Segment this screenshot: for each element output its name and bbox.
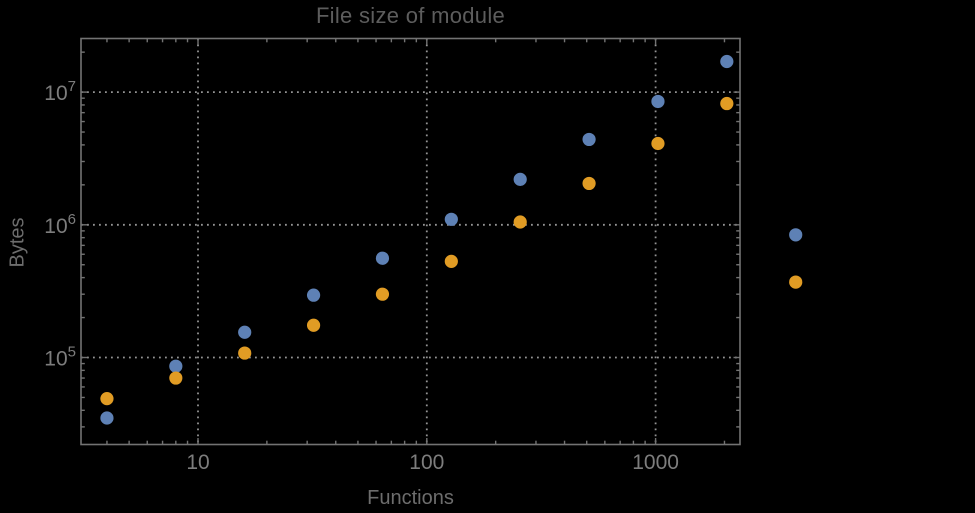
data-point-series-2-orange [513,215,527,229]
data-point-series-1-blue [444,212,458,226]
chart-title: File size of module [315,3,506,28]
y-tick-label: 105 [44,344,76,371]
x-tick-label: 10 [186,451,209,474]
data-point-series-1-blue [375,251,390,265]
data-point-series-1-blue [582,132,596,147]
data-point-series-1-blue [100,411,114,425]
x-tick-label: 1000 [632,451,679,474]
data-point-series-1-blue [238,325,252,339]
y-axis-label: Bytes [6,217,29,268]
plot-frame [80,37,741,446]
x-tick-label: 100 [409,451,444,474]
data-point-series-1-blue [169,359,183,373]
data-point-series-2-orange [169,371,183,385]
data-point-series-1-blue [513,172,527,186]
data-point-series-2-orange [789,275,803,289]
data-point-series-1-blue [651,94,665,109]
data-point-series-2-orange [100,392,114,406]
data-point-series-2-orange [720,96,734,111]
data-point-series-2-orange [238,346,252,360]
data-point-series-1-blue [789,228,803,242]
data-point-series-2-orange [444,254,458,268]
y-tick-label: 107 [44,78,76,105]
data-point-series-2-orange [375,287,390,301]
data-point-series-2-orange [582,176,596,191]
data-point-series-2-orange [651,136,665,151]
data-point-series-1-blue [720,54,734,69]
data-point-series-1-blue [306,288,321,302]
x-axis-label: Functions [367,487,454,509]
y-tick-label: 106 [44,211,76,238]
data-point-series-2-orange [306,318,321,332]
